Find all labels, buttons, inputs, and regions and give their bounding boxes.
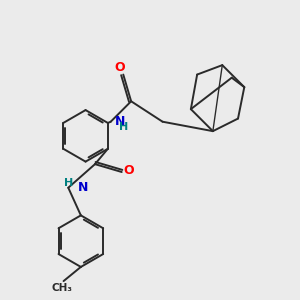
Text: N: N [115, 115, 125, 128]
Text: N: N [78, 181, 88, 194]
Text: O: O [123, 164, 134, 177]
Text: CH₃: CH₃ [52, 283, 73, 293]
Text: H: H [64, 178, 74, 188]
Text: O: O [115, 61, 125, 74]
Text: H: H [119, 122, 128, 132]
